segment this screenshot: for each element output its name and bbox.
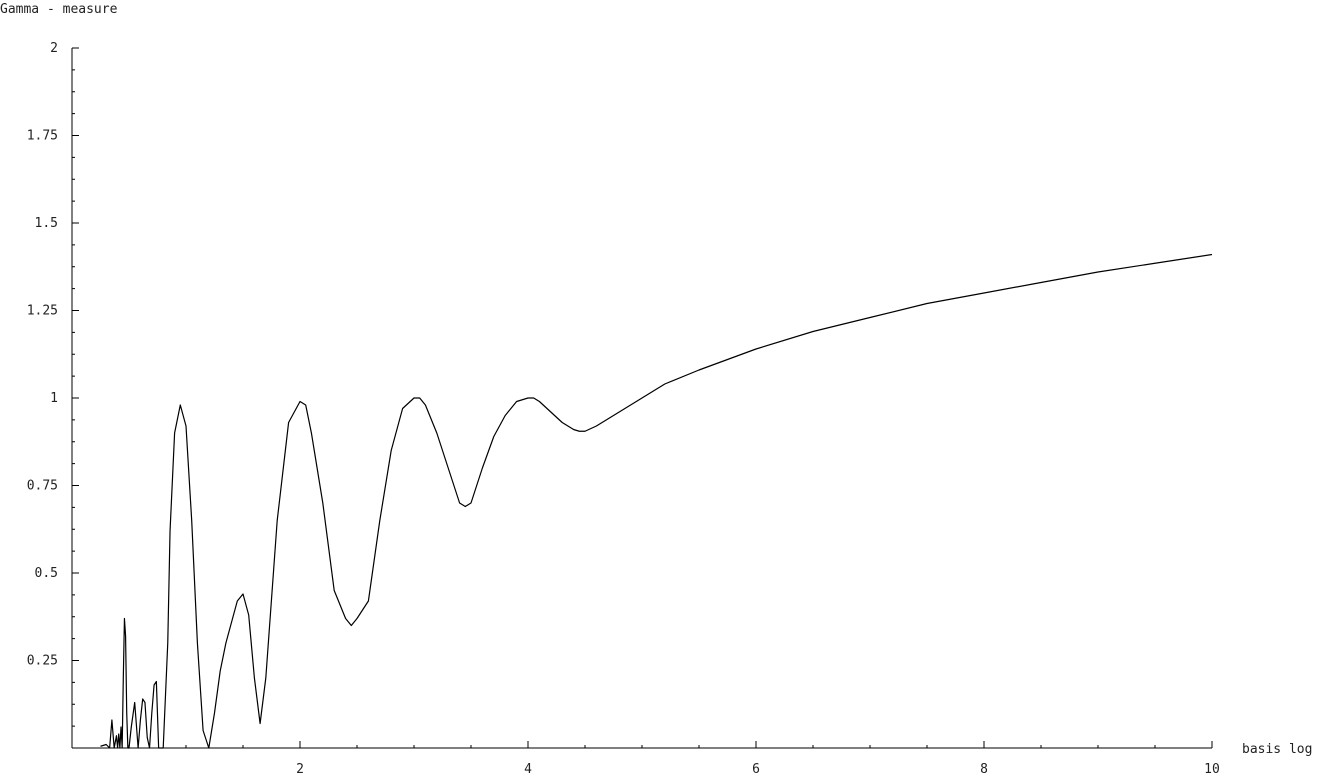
x-tick-label: 2 <box>296 762 304 777</box>
y-tick-label: 1 <box>50 391 58 406</box>
y-tick-label: 1.5 <box>35 216 58 231</box>
series-layer <box>100 253 1213 749</box>
y-tick-label: 2 <box>50 41 58 56</box>
x-tick-label: 6 <box>752 762 760 777</box>
y-axis-title: Gamma - measure <box>0 2 118 17</box>
y-tick-label: 1.75 <box>27 129 58 144</box>
x-tick-label: 8 <box>980 762 988 777</box>
x-axis-title: basis log <box>1242 742 1312 757</box>
x-axis-ticks: 2 4 6 8 10 <box>128 741 1220 777</box>
series-line-0 <box>100 253 1213 749</box>
x-tick-label: 4 <box>524 762 532 777</box>
y-tick-label: 0.5 <box>35 566 58 581</box>
y-tick-label: 0.75 <box>27 479 58 494</box>
x-tick-label: 10 <box>1204 762 1220 777</box>
y-tick-label: 0.25 <box>27 654 58 669</box>
y-axis-ticks: 0.25 0.5 0.75 1 1.25 1.5 1.75 2 <box>27 41 79 727</box>
y-tick-label: 1.25 <box>27 304 58 319</box>
